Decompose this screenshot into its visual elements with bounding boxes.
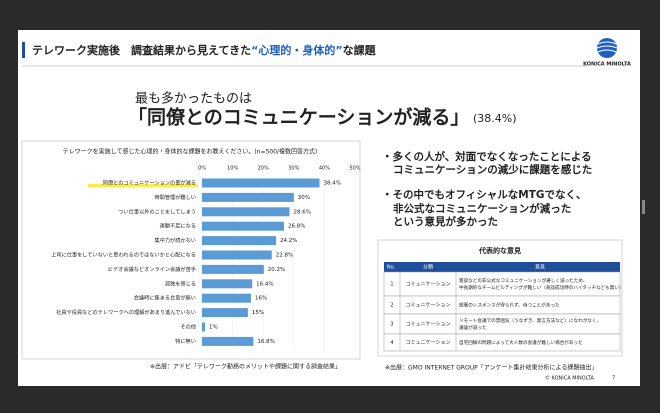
highlight xyxy=(88,184,198,187)
title-part: な課題 xyxy=(343,43,377,57)
y-tick-label: その他 xyxy=(180,323,196,331)
value-label: 16.8% xyxy=(257,339,274,345)
y-tick-label: 上司に仕事をしていないと思われるのではないかと心配になる xyxy=(51,251,196,259)
y-tick-label: 同僚とのコミュニケーションの量が減る xyxy=(103,179,196,187)
value-label: 22.8% xyxy=(276,253,293,259)
value-label: 1% xyxy=(209,325,218,331)
title-part: “心理的・身体的” xyxy=(251,43,342,57)
value-label: 16% xyxy=(255,296,267,302)
header-cell: No. xyxy=(387,265,396,271)
bar xyxy=(202,178,320,188)
no-cell: 1 xyxy=(390,282,393,288)
opinion-line: 雑談などの非公式なコミュニケーションが著しく減ったため、 xyxy=(459,277,588,284)
copyright: © KONICA MINOLTA xyxy=(545,375,594,382)
page-number: 7 xyxy=(612,376,615,382)
table-box xyxy=(377,239,623,357)
table-header xyxy=(384,262,620,272)
x-tick-label: 20% xyxy=(258,166,269,172)
headline-lead: 最も多かったものは xyxy=(135,91,252,107)
y-tick-label: ビデオ会議などオンライン会議が苦手 xyxy=(108,265,196,273)
title-accent xyxy=(22,42,25,58)
bar xyxy=(202,192,294,202)
y-tick-label: 集中力が続かない xyxy=(154,236,196,244)
bullet-line: 非公式なコミュニケーションが減った xyxy=(393,202,571,215)
bullet-line: という意見が多かった xyxy=(393,215,498,228)
y-tick-label: 時間管理が難しい xyxy=(154,193,196,201)
x-tick-label: 30% xyxy=(288,166,299,172)
x-tick-label: 40% xyxy=(319,166,330,172)
source-left: ※出展：アドビ「テレワーク勤務のメリットや課題に関する調査結果」 xyxy=(150,363,341,371)
category-cell: コミュニケーション xyxy=(406,339,451,346)
x-tick-label: 50% xyxy=(349,166,360,172)
table-row xyxy=(383,271,621,297)
headline-figure: (38.4%) xyxy=(473,112,517,125)
bullet-line: ・多くの人が、対面でなくなったことによる xyxy=(382,150,591,163)
no-cell: 2 xyxy=(390,303,393,309)
bar xyxy=(202,250,272,260)
table-title: 代表的な意見 xyxy=(478,246,521,255)
y-tick-label: 運動不足になる xyxy=(160,222,196,230)
bar xyxy=(202,264,264,274)
no-cell: 3 xyxy=(390,322,393,328)
headline-main: 「同僚とのコミュニケーションが減る」 xyxy=(128,106,469,129)
value-label: 26.8% xyxy=(288,224,305,230)
opinion-line: 自宅回線の問題によって大人数の会議が難しい場合があった xyxy=(459,339,583,346)
logo-text: KONICA MINOLTA xyxy=(583,62,631,68)
opinion-line: 中長期的なチームビルディングが難しい（商談成功時のハイタッチなども無い） xyxy=(459,284,624,291)
value-label: 30% xyxy=(298,195,310,201)
table-row xyxy=(383,333,621,352)
category-cell: コミュニケーション xyxy=(406,281,451,288)
bullets: ・多くの人が、対面でなくなったことによるコミュニケーションの減少に課題を感じた・… xyxy=(382,150,592,228)
value-label: 38.4% xyxy=(324,181,341,187)
scroll-mark xyxy=(642,200,645,214)
y-tick-label: つい仕事以外のことをしてしまう xyxy=(118,207,196,215)
value-label: 20.2% xyxy=(268,267,285,273)
bullet-line: ・その中でもオフィシャルなMTGでなく、 xyxy=(382,188,587,201)
bar xyxy=(202,279,253,289)
bar xyxy=(202,207,290,217)
y-tick-label: 会議時に集まる合意が無い xyxy=(134,294,196,302)
category-cell: コミュニケーション xyxy=(406,321,451,328)
bar xyxy=(202,293,251,303)
bar xyxy=(202,322,206,332)
y-tick-label: 社員や役員などのテレワークへの理解があまり進んでいない xyxy=(56,308,196,316)
source-right: ※出展：GMO INTERNET GROUP「アンケート集計結果分析による課題抽… xyxy=(385,364,597,372)
logo-lines xyxy=(596,41,618,53)
bar xyxy=(202,221,285,231)
table: No. 分類 意見 1 コミュニケーション 雑談などの非公式なコミュニケーションが著しく減… xyxy=(383,262,624,352)
chart-title: テレワークを実施して感じた心理的・身体的な課題をお教えください。(n=500/複… xyxy=(63,148,318,156)
header-cell: 分類 xyxy=(423,264,433,271)
y-tick-label: 特に無い xyxy=(175,337,196,345)
chart-box xyxy=(21,140,361,360)
value-label: 15% xyxy=(252,310,264,316)
bullet-line: コミュニケーションの減少に課題を感じた xyxy=(393,163,592,176)
no-cell: 4 xyxy=(390,340,393,346)
header-cell: 意見 xyxy=(535,264,545,271)
logo-globe xyxy=(597,38,617,58)
opinion-line: リモート会議での雰囲気（うなずき、発言方法など）になれがなく、 xyxy=(459,317,601,324)
bar xyxy=(202,336,254,346)
opinion-line: 部署のレスポンスが得られず、待つことがあった xyxy=(459,302,560,309)
x-tick-label: 0% xyxy=(198,166,206,172)
value-label: 16.4% xyxy=(256,281,273,287)
value-label: 28.6% xyxy=(294,209,311,215)
value-label: 24.2% xyxy=(280,238,297,244)
x-tick-label: 10% xyxy=(227,166,238,172)
slide-title: テレワーク実施後 調査結果から見えてきた“心理的・身体的”な課題 xyxy=(32,43,377,57)
bar xyxy=(202,308,248,318)
y-tick-label: 孤独を感じる xyxy=(165,279,196,287)
bar xyxy=(202,236,277,246)
opinion-line: 議論が減った xyxy=(459,324,487,331)
chart: 0% 10% 20% 30% 40% 50% 同僚とのコミュニケーションの量が減る 38.4%… xyxy=(51,166,361,350)
category-cell: コミュニケーション xyxy=(406,302,451,309)
title-part: テレワーク実施後 調査結果から見えてきた xyxy=(32,43,251,57)
